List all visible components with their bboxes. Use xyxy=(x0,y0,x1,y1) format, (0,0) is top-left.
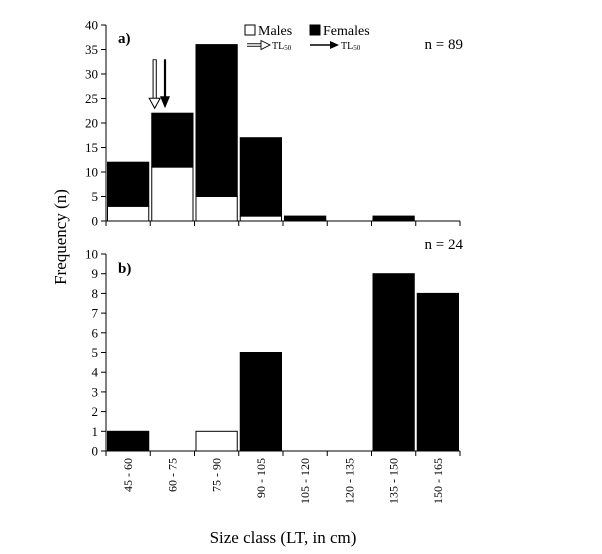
bar-females xyxy=(372,273,415,452)
bar-females xyxy=(416,292,459,452)
category-labels: 45 - 60 60 - 75 75 - 90 90 - 105 105 - 120 12… xyxy=(121,458,445,504)
bar-males xyxy=(239,215,282,222)
legend-swatch-females xyxy=(309,24,321,36)
legend-label-females: Females xyxy=(323,24,370,39)
x-category-label: 45 - 60 xyxy=(121,458,135,492)
panel-a: 0 5 10 15 20 25 30 35 40 a) n = 89 xyxy=(85,18,463,229)
panel-b: 0 1 2 3 4 5 6 7 8 9 10 b) n = 24 xyxy=(85,237,463,459)
x-category-label: 60 - 75 xyxy=(165,458,179,492)
tl50-solid-arrow-icon xyxy=(160,96,170,109)
x-category-label: 90 - 105 xyxy=(254,458,268,498)
x-category-label: 105 - 120 xyxy=(298,458,312,504)
bar-females xyxy=(284,215,327,222)
bar-females xyxy=(151,112,194,168)
y-tick-label: 30 xyxy=(85,67,98,82)
y-tick-label: 40 xyxy=(85,18,98,33)
x-category-label: 135 - 150 xyxy=(387,458,401,504)
x-category-label: 120 - 135 xyxy=(342,458,356,504)
y-tick-label: 0 xyxy=(92,214,99,229)
x-axis-title: Size class (LT, in cm) xyxy=(210,528,357,547)
y-tick-label: 3 xyxy=(92,384,99,399)
bar-males xyxy=(151,166,194,222)
bar-females xyxy=(107,161,150,207)
y-tick-label: 1 xyxy=(92,424,99,439)
y-tick-label: 35 xyxy=(85,42,98,57)
bar-females xyxy=(195,44,238,197)
legend-tl50-hollow: TL50 xyxy=(272,41,292,52)
y-tick-label: 0 xyxy=(92,444,99,459)
bar-females xyxy=(107,430,150,452)
bar-females xyxy=(372,215,415,222)
y-tick-label: 10 xyxy=(85,165,98,180)
panel-label: b) xyxy=(118,261,131,277)
bar-females xyxy=(239,352,282,452)
panel-label: a) xyxy=(118,31,131,47)
legend: Males Females TL50 TL50 xyxy=(244,24,370,52)
legend-hollow-arrow-icon xyxy=(247,39,272,51)
legend-label-males: Males xyxy=(258,24,292,39)
y-tick-label: 4 xyxy=(92,365,99,380)
y-tick-label: 7 xyxy=(92,306,99,321)
x-category-label: 150 - 165 xyxy=(431,458,445,504)
y-tick-label: 5 xyxy=(92,189,99,204)
y-axis-title: Frequency (n) xyxy=(51,189,70,285)
bar-males xyxy=(107,205,150,222)
legend-swatch-males xyxy=(244,24,256,36)
legend-solid-arrow-icon xyxy=(310,41,339,49)
y-tick-label: 10 xyxy=(85,247,98,262)
sample-size-label: n = 24 xyxy=(425,237,464,253)
bar-females xyxy=(239,137,282,217)
sample-size-label: n = 89 xyxy=(425,37,463,53)
y-tick-label: 15 xyxy=(85,140,98,155)
tl50-hollow-arrow-icon xyxy=(148,97,162,110)
x-category-label: 75 - 90 xyxy=(210,458,224,492)
y-tick-label: 25 xyxy=(85,91,98,106)
y-tick-label: 9 xyxy=(92,266,99,281)
bar-males xyxy=(195,196,238,222)
y-tick-label: 20 xyxy=(85,116,98,131)
y-tick-label: 8 xyxy=(92,286,99,301)
y-tick-label: 6 xyxy=(92,325,99,340)
y-tick-label: 2 xyxy=(92,404,99,419)
y-tick-label: 5 xyxy=(92,345,99,360)
bar-males xyxy=(195,430,238,452)
legend-tl50-solid: TL50 xyxy=(341,41,361,52)
